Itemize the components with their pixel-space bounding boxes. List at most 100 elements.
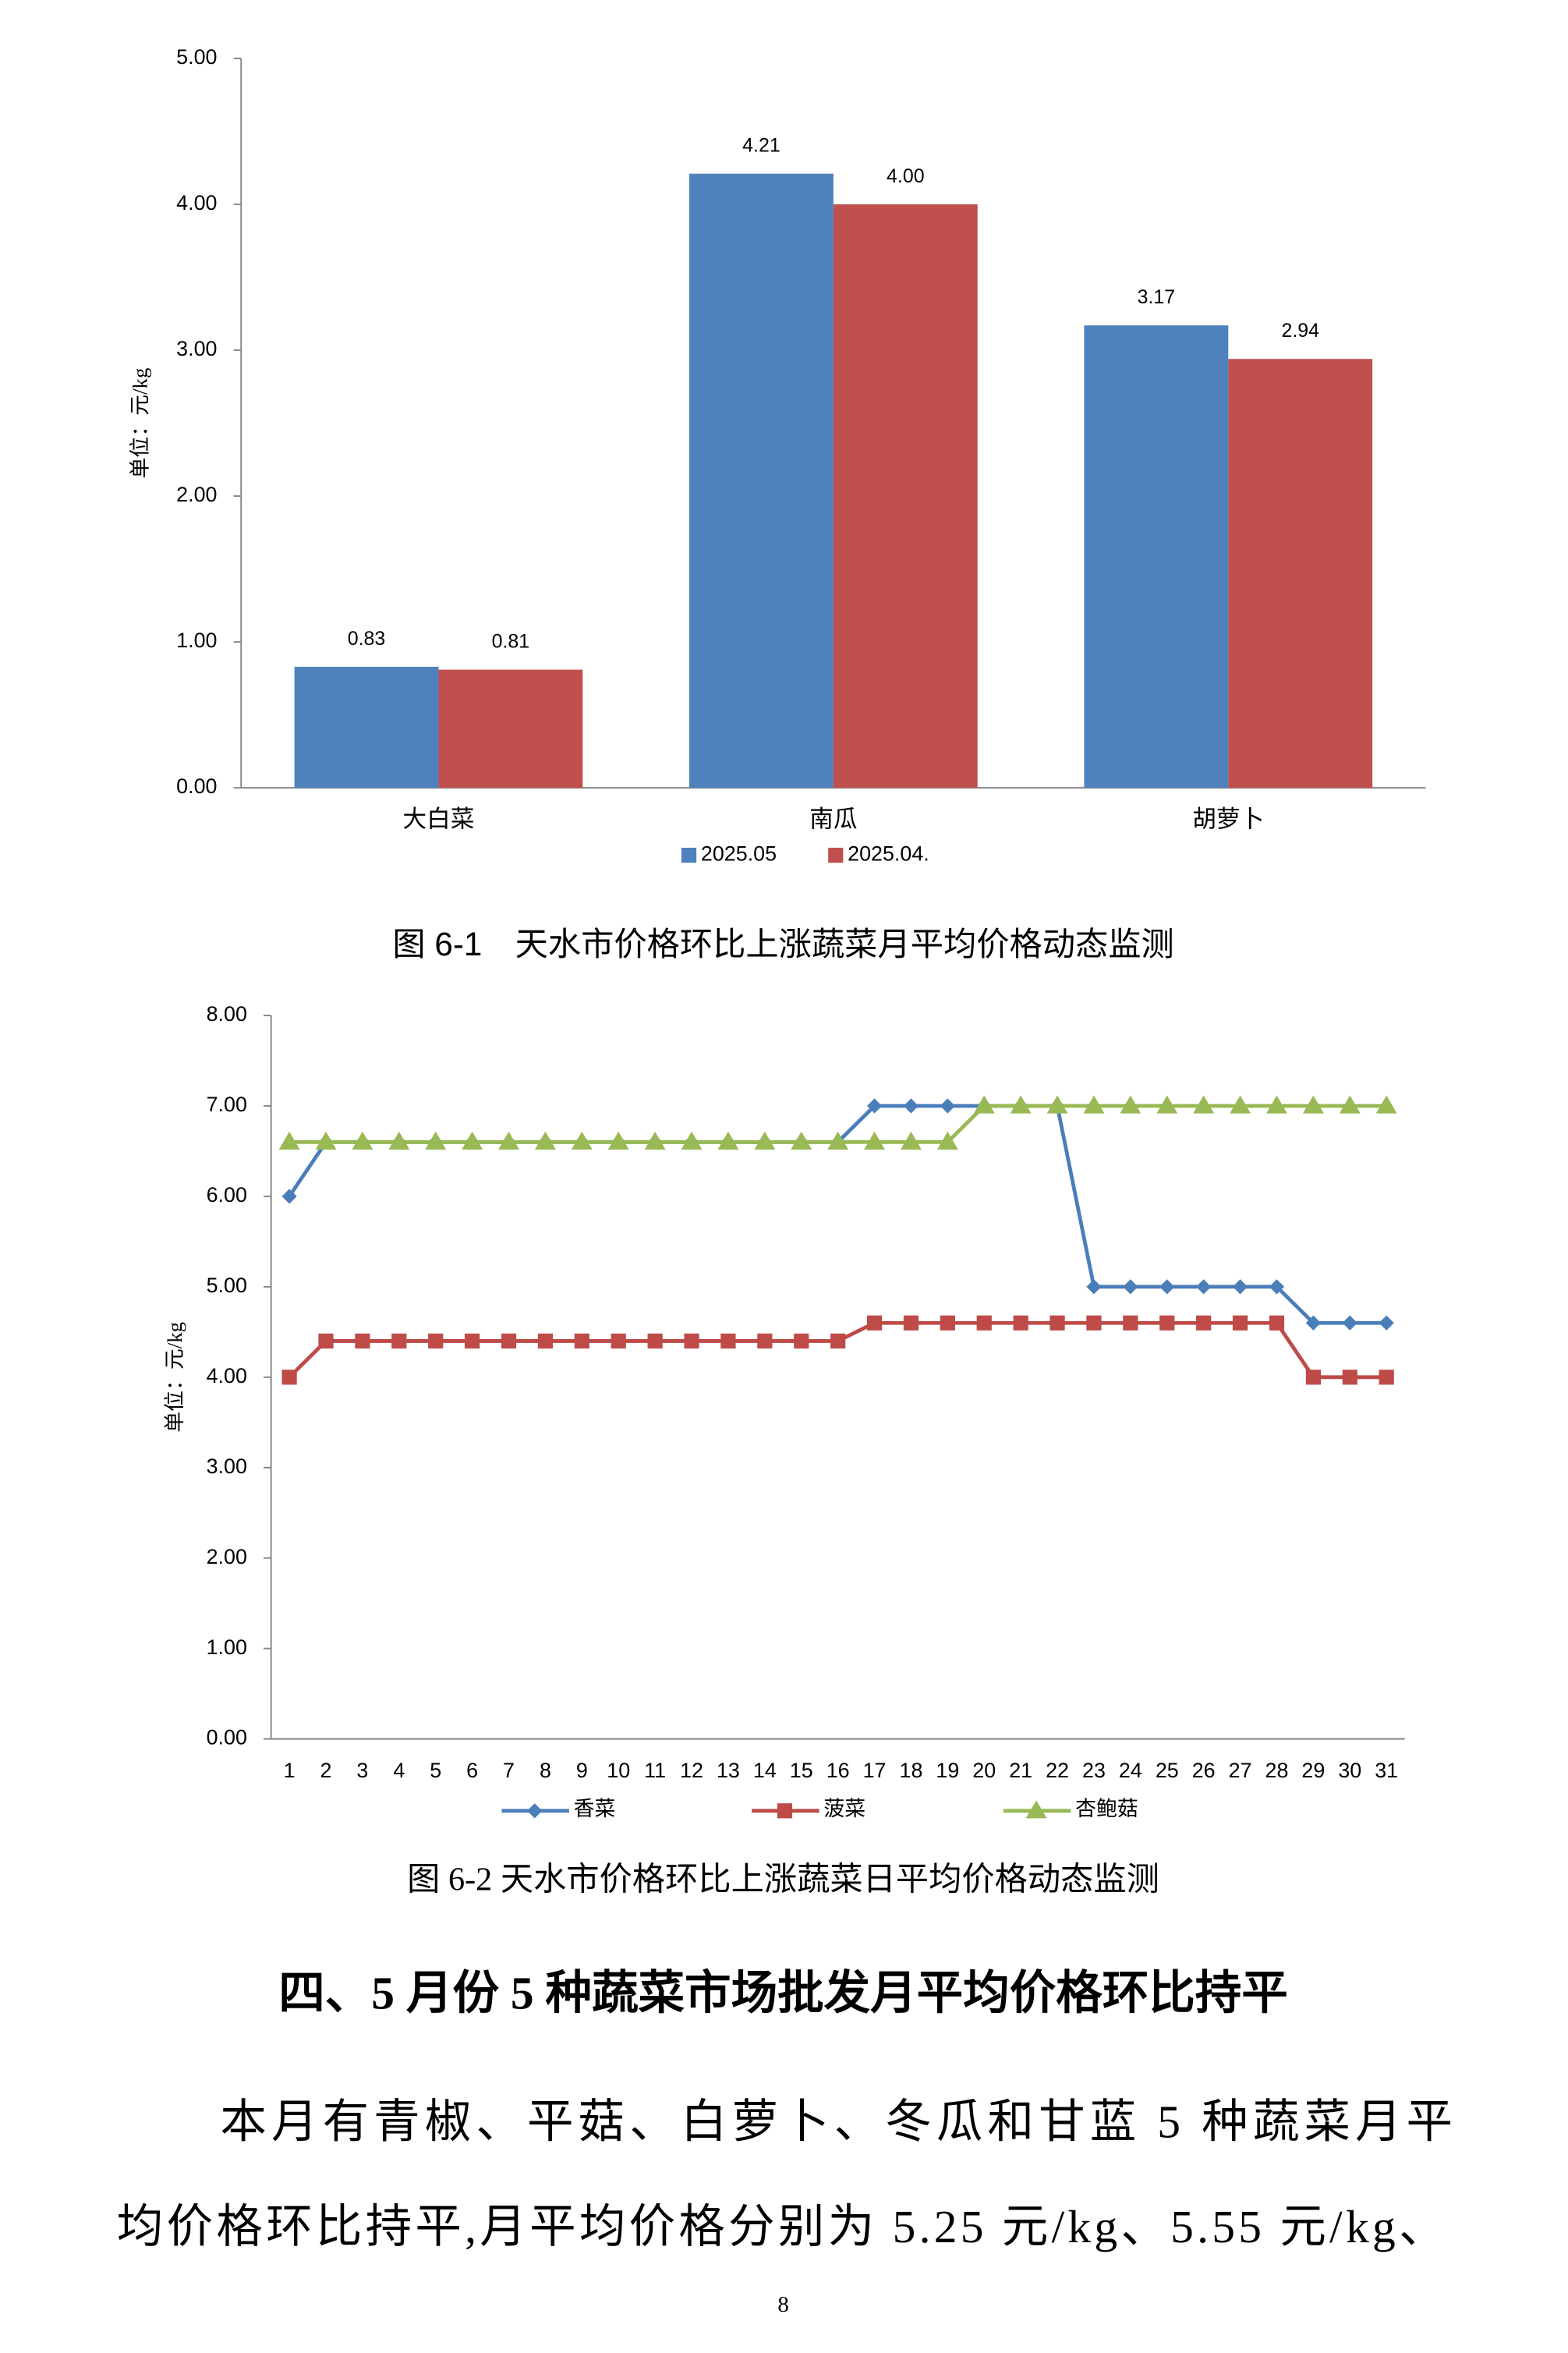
legend-label: 杏鲍菇 [1075, 1797, 1138, 1820]
x-tick-label: 30 [1338, 1759, 1361, 1782]
marker [1123, 1279, 1138, 1295]
marker [391, 1333, 407, 1349]
marker [355, 1333, 370, 1349]
marker [901, 1131, 922, 1150]
marker [611, 1333, 626, 1349]
x-tick-label: 12 [680, 1759, 703, 1782]
y-tick-label: 0.00 [176, 774, 217, 798]
x-tick-label: 26 [1192, 1759, 1216, 1782]
marker [903, 1315, 919, 1331]
marker [791, 1131, 812, 1150]
x-tick-label: 胡萝卜 [1192, 806, 1264, 833]
x-tick-label: 7 [503, 1759, 515, 1782]
bar [1084, 325, 1229, 788]
marker [1379, 1370, 1394, 1385]
marker [465, 1333, 480, 1349]
marker [1123, 1315, 1138, 1331]
marker [936, 1131, 958, 1150]
y-tick-label: 3.00 [176, 337, 217, 360]
marker [1230, 1095, 1251, 1114]
marker [1083, 1095, 1105, 1114]
marker [1379, 1315, 1394, 1331]
marker [644, 1131, 666, 1150]
marker [1086, 1279, 1102, 1295]
marker [1156, 1095, 1178, 1114]
marker [1375, 1095, 1397, 1114]
marker [1342, 1370, 1357, 1385]
marker [1046, 1095, 1068, 1114]
value-label: 4.00 [887, 165, 925, 187]
value-label: 2.94 [1281, 320, 1319, 342]
x-tick-label: 15 [790, 1759, 813, 1782]
marker [830, 1333, 846, 1349]
legend-swatch [681, 847, 697, 863]
marker [1342, 1315, 1357, 1331]
y-tick-label: 1.00 [207, 1635, 247, 1659]
marker [498, 1131, 519, 1150]
marker [501, 1333, 517, 1349]
marker [681, 1131, 703, 1150]
marker [720, 1333, 736, 1349]
x-tick-label: 2 [320, 1759, 332, 1782]
x-tick-label: 南瓜 [809, 806, 857, 833]
y-tick-label: 3.00 [207, 1455, 247, 1478]
y-tick-label: 5.00 [176, 45, 217, 69]
marker [1193, 1095, 1215, 1114]
x-tick-label: 大白菜 [402, 806, 474, 833]
marker [1010, 1095, 1032, 1114]
marker [574, 1333, 589, 1349]
bar [294, 666, 439, 788]
bar [689, 173, 834, 788]
marker [388, 1131, 410, 1150]
heading: 四、5 月份 5 种蔬菜市场批发月平均价格环比持平 [278, 1968, 1288, 2019]
marker [571, 1131, 593, 1150]
x-tick-label: 19 [936, 1759, 959, 1782]
marker [757, 1333, 773, 1349]
paragraph-line: 均价格环比持平,月平均价格分别为 5.25 元/kg、5.55 元/kg、 [117, 2201, 1446, 2252]
marker [1302, 1095, 1324, 1114]
paragraph-line: 本月有青椒、平菇、白萝卜、冬瓜和甘蓝 5 种蔬菜月平 [220, 2096, 1453, 2148]
legend-label: 2025.04. [848, 842, 929, 866]
marker [1339, 1095, 1361, 1114]
y-tick-label: 6.00 [207, 1183, 247, 1207]
y-tick-label: 5.00 [207, 1274, 247, 1297]
marker [973, 1095, 995, 1114]
marker [827, 1131, 849, 1150]
x-tick-label: 18 [899, 1759, 922, 1782]
x-tick-label: 31 [1375, 1759, 1398, 1782]
x-tick-label: 21 [1009, 1759, 1032, 1782]
value-label: 4.21 [742, 135, 780, 157]
marker [1025, 1800, 1047, 1819]
marker [647, 1333, 663, 1349]
marker [318, 1333, 334, 1349]
x-tick-label: 24 [1119, 1759, 1142, 1782]
marker [428, 1333, 444, 1349]
marker [1232, 1279, 1248, 1295]
bar [833, 204, 978, 788]
marker [527, 1803, 543, 1819]
x-tick-label: 11 [644, 1759, 666, 1782]
x-tick-label: 28 [1265, 1759, 1289, 1782]
legend-label: 2025.05 [701, 842, 777, 866]
x-tick-label: 8 [540, 1759, 551, 1782]
y-tick-label: 4.00 [207, 1364, 247, 1387]
marker [462, 1131, 483, 1150]
marker [1049, 1315, 1065, 1331]
y-tick-label: 0.00 [207, 1726, 247, 1749]
marker [315, 1131, 337, 1150]
x-tick-label: 17 [863, 1759, 887, 1782]
marker [940, 1098, 955, 1114]
marker [278, 1131, 300, 1150]
marker [281, 1189, 297, 1204]
marker [717, 1131, 739, 1150]
caption: 图 6-1 天水市价格环比上涨蔬菜月平均价格动态监测 [392, 926, 1173, 962]
x-tick-label: 3 [356, 1759, 368, 1782]
value-label: 0.83 [348, 628, 386, 650]
marker [1159, 1315, 1175, 1331]
marker [607, 1131, 629, 1150]
x-tick-label: 14 [753, 1759, 777, 1782]
marker [976, 1315, 992, 1331]
x-tick-label: 16 [826, 1759, 850, 1782]
